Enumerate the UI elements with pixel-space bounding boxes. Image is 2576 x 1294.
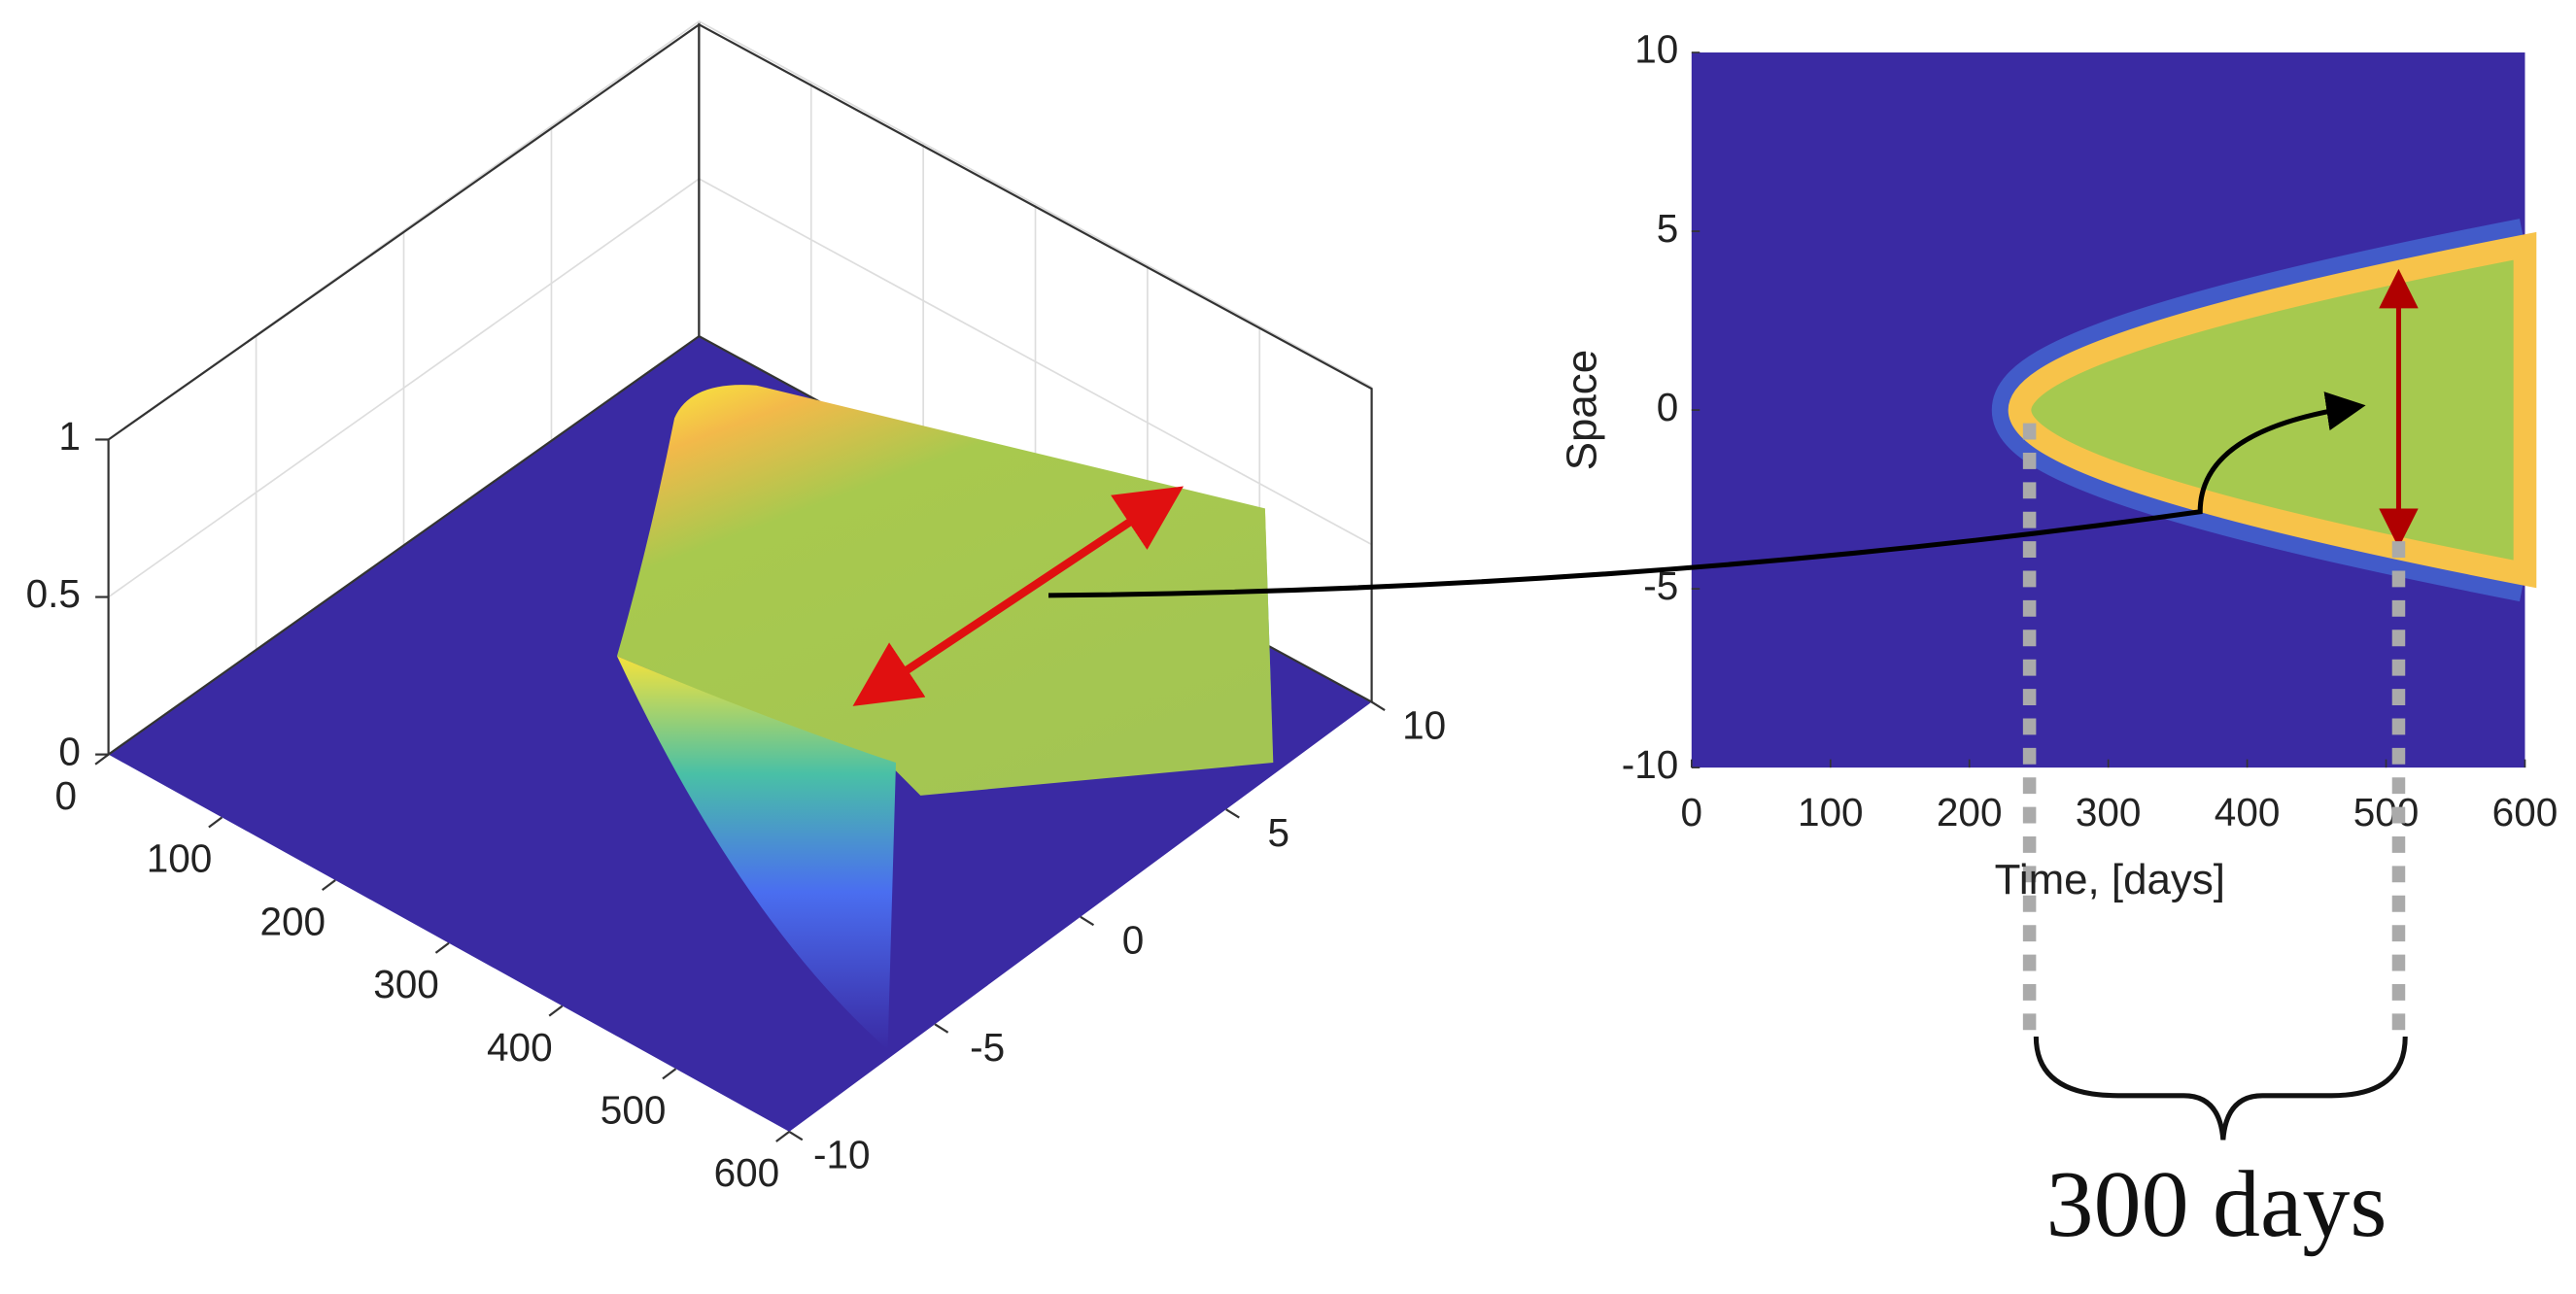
y-tick-label: -10 [1622, 742, 1679, 787]
x-tick-label: 100 [147, 836, 213, 881]
x-tick-label: 200 [1937, 790, 2003, 834]
x-tick-label: 600 [714, 1150, 780, 1195]
x-tick-label: 300 [2076, 790, 2142, 834]
y-tick [934, 1023, 949, 1034]
y-tick-label: 10 [1634, 27, 1678, 72]
y-tick-label: 10 [1402, 702, 1446, 747]
x-tick [548, 1005, 564, 1017]
y-tick [1080, 915, 1095, 927]
link-arrow [1048, 392, 2366, 598]
width-arrow [852, 486, 1185, 706]
x-tick [321, 879, 336, 892]
x-tick-label: 500 [601, 1087, 667, 1132]
x-tick-label: 500 [2353, 790, 2420, 834]
y-axis-label: Space [1559, 350, 1606, 470]
x-tick-label: 0 [54, 773, 77, 818]
x-tick [662, 1068, 677, 1080]
y-tick [1371, 700, 1386, 711]
x-tick-label: 400 [2215, 790, 2281, 834]
brace [2033, 1036, 2408, 1141]
y-tick [1225, 808, 1240, 819]
x-tick-label: 400 [487, 1025, 553, 1070]
x-tick [94, 753, 110, 766]
x-tick [208, 816, 223, 829]
z-tick-label: 0.5 [26, 571, 81, 616]
x-tick-label: 100 [1798, 790, 1864, 834]
annotation: 300 days [2046, 1152, 2387, 1257]
y-tick-label: -10 [813, 1133, 871, 1177]
x-tick-label: 200 [259, 899, 326, 943]
z-tick-label: 0 [58, 729, 81, 773]
x-tick-label: 600 [2492, 790, 2559, 834]
x-tick [434, 941, 450, 954]
y-tick-label: 5 [1657, 206, 1679, 251]
right-wall [698, 22, 1373, 704]
surface-front-wall [616, 656, 896, 1050]
y-tick-label: 0 [1657, 385, 1679, 429]
x-tick-label: 300 [373, 962, 439, 1006]
y-tick [788, 1130, 804, 1141]
y-tick-label: 5 [1268, 810, 1290, 855]
x-axis-label: Time, [days] [1995, 856, 2225, 903]
x-tick [775, 1131, 790, 1142]
x-tick-label: 0 [1681, 790, 1703, 834]
z-tick-label: 1 [58, 414, 81, 459]
y-tick-label: 0 [1122, 917, 1145, 962]
y-tick-label: -5 [970, 1025, 1005, 1070]
surface [616, 385, 1274, 1050]
